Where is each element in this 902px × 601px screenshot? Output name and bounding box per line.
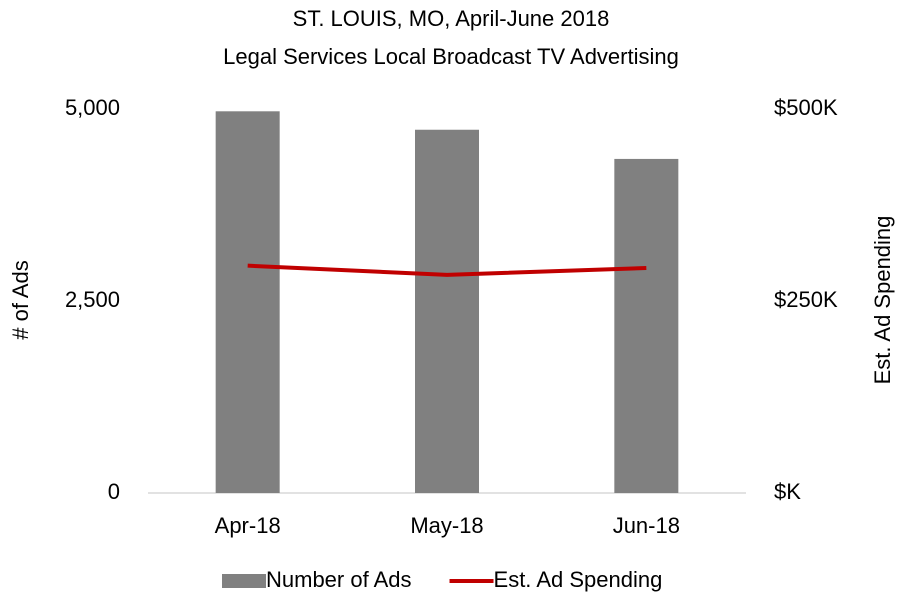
y-tick-label: 2,500 [65, 287, 120, 312]
x-tick-label: May-18 [410, 513, 483, 538]
y2-tick-label: $250K [774, 287, 838, 312]
x-tick-label: Jun-18 [613, 513, 680, 538]
x-tick-label: Apr-18 [215, 513, 281, 538]
y2-axis-label: Est. Ad Spending [870, 216, 895, 385]
bar [614, 158, 679, 494]
bar [415, 129, 479, 493]
y-tick-label: 0 [108, 479, 120, 504]
y-tick-label: 5,000 [65, 95, 120, 120]
bar [215, 111, 280, 493]
y-axis-label: # of Ads [8, 260, 33, 340]
legend-swatch [222, 574, 266, 588]
chart-subtitle: Legal Services Local Broadcast TV Advert… [223, 44, 679, 69]
y2-tick-label: $500K [774, 95, 838, 120]
line [247, 263, 647, 277]
y2-tick-label: $K [774, 479, 801, 504]
legend-label: Number of Ads [266, 567, 412, 592]
legend-label: Est. Ad Spending [494, 567, 663, 592]
chart-title: ST. LOUIS, MO, April-June 2018 [293, 6, 610, 31]
